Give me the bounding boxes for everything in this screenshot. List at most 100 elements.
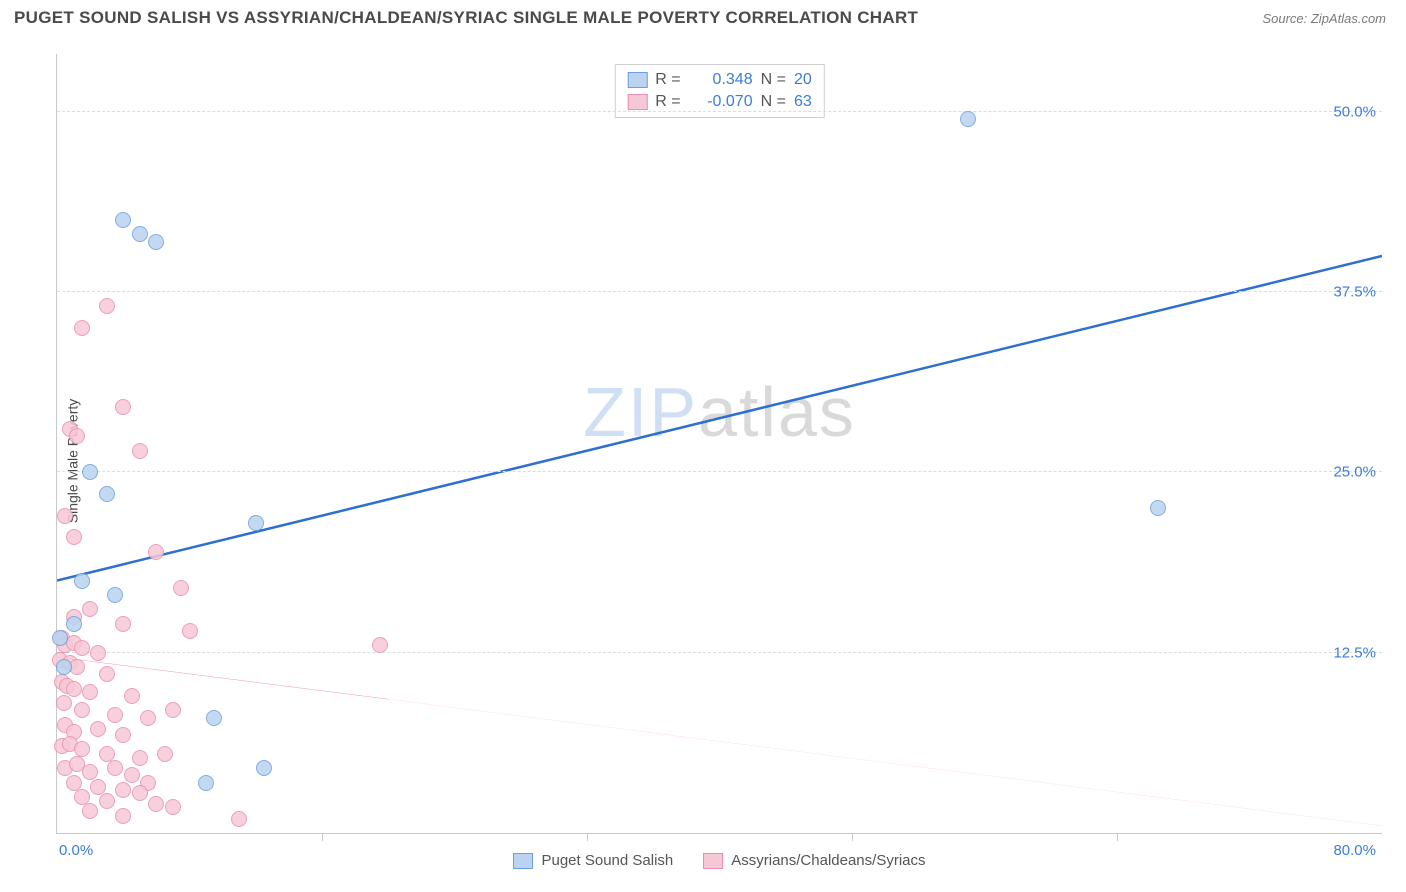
- gridline: [57, 111, 1382, 112]
- watermark: ZIPatlas: [583, 372, 856, 452]
- scatter-point: [165, 702, 181, 718]
- gridline: [57, 291, 1382, 292]
- scatter-point: [99, 666, 115, 682]
- scatter-point: [115, 212, 131, 228]
- x-tick: [852, 833, 853, 841]
- scatter-point: [52, 630, 68, 646]
- scatter-point: [66, 775, 82, 791]
- scatter-point: [132, 750, 148, 766]
- legend-item-b: Assyrians/Chaldeans/Syriacs: [703, 852, 925, 869]
- x-tick: [322, 833, 323, 841]
- r-value-b: -0.070: [689, 93, 753, 111]
- r-label: R =: [655, 71, 680, 89]
- scatter-point: [115, 727, 131, 743]
- regression-lines: [57, 54, 1382, 833]
- scatter-point: [165, 799, 181, 815]
- r-label: R =: [655, 93, 680, 111]
- legend-row-b: R = -0.070 N = 63: [627, 91, 811, 113]
- scatter-point: [74, 702, 90, 718]
- x-tick-label: 0.0%: [59, 842, 93, 859]
- x-tick: [1117, 833, 1118, 841]
- scatter-point: [82, 803, 98, 819]
- scatter-point: [173, 580, 189, 596]
- scatter-point: [99, 486, 115, 502]
- x-tick: [587, 833, 588, 841]
- scatter-point: [56, 695, 72, 711]
- y-tick-label: 37.5%: [1333, 284, 1376, 301]
- scatter-point: [256, 760, 272, 776]
- scatter-point: [115, 616, 131, 632]
- scatter-point: [115, 399, 131, 415]
- swatch-series-a: [513, 853, 533, 869]
- scatter-point: [74, 789, 90, 805]
- scatter-point: [157, 746, 173, 762]
- scatter-point: [57, 508, 73, 524]
- scatter-point: [206, 710, 222, 726]
- source-label: Source: ZipAtlas.com: [1262, 11, 1386, 26]
- scatter-point: [99, 793, 115, 809]
- scatter-point: [82, 764, 98, 780]
- scatter-point: [148, 796, 164, 812]
- chart-container: Single Male Poverty ZIPatlas R = 0.348 N…: [14, 44, 1392, 878]
- scatter-point: [132, 226, 148, 242]
- plot-area: ZIPatlas R = 0.348 N = 20 R = -0.070 N =…: [56, 54, 1382, 834]
- scatter-point: [132, 785, 148, 801]
- swatch-series-a: [627, 72, 647, 88]
- scatter-point: [107, 707, 123, 723]
- n-label: N =: [761, 93, 786, 111]
- x-tick-label: 80.0%: [1333, 842, 1376, 859]
- scatter-point: [82, 601, 98, 617]
- scatter-point: [66, 529, 82, 545]
- swatch-series-b: [627, 94, 647, 110]
- scatter-point: [140, 710, 156, 726]
- scatter-point: [56, 659, 72, 675]
- series-a-name: Puget Sound Salish: [541, 852, 673, 869]
- scatter-point: [82, 684, 98, 700]
- scatter-point: [74, 640, 90, 656]
- scatter-point: [124, 688, 140, 704]
- scatter-point: [107, 760, 123, 776]
- scatter-point: [182, 623, 198, 639]
- r-value-a: 0.348: [689, 71, 753, 89]
- y-tick-label: 50.0%: [1333, 103, 1376, 120]
- scatter-point: [148, 544, 164, 560]
- scatter-point: [124, 767, 140, 783]
- y-tick-label: 12.5%: [1333, 644, 1376, 661]
- chart-title: PUGET SOUND SALISH VS ASSYRIAN/CHALDEAN/…: [14, 8, 918, 28]
- n-value-b: 63: [794, 93, 812, 111]
- gridline: [57, 471, 1382, 472]
- scatter-point: [960, 111, 976, 127]
- scatter-point: [90, 721, 106, 737]
- scatter-point: [69, 428, 85, 444]
- series-legend: Puget Sound Salish Assyrians/Chaldeans/S…: [57, 852, 1382, 869]
- scatter-point: [90, 779, 106, 795]
- scatter-point: [198, 775, 214, 791]
- scatter-point: [115, 782, 131, 798]
- watermark-atlas: atlas: [698, 373, 856, 451]
- scatter-point: [90, 645, 106, 661]
- scatter-point: [82, 464, 98, 480]
- scatter-point: [107, 587, 123, 603]
- scatter-point: [99, 746, 115, 762]
- scatter-point: [99, 298, 115, 314]
- n-label: N =: [761, 71, 786, 89]
- scatter-point: [74, 320, 90, 336]
- scatter-point: [132, 443, 148, 459]
- gridline: [57, 652, 1382, 653]
- legend-row-a: R = 0.348 N = 20: [627, 69, 811, 91]
- series-b-name: Assyrians/Chaldeans/Syriacs: [731, 852, 925, 869]
- n-value-a: 20: [794, 71, 812, 89]
- scatter-point: [248, 515, 264, 531]
- scatter-point: [1150, 500, 1166, 516]
- y-tick-label: 25.0%: [1333, 464, 1376, 481]
- scatter-point: [231, 811, 247, 827]
- scatter-point: [148, 234, 164, 250]
- scatter-point: [74, 573, 90, 589]
- scatter-point: [372, 637, 388, 653]
- scatter-point: [66, 616, 82, 632]
- legend-item-a: Puget Sound Salish: [513, 852, 673, 869]
- swatch-series-b: [703, 853, 723, 869]
- scatter-point: [66, 681, 82, 697]
- watermark-zip: ZIP: [583, 373, 698, 451]
- scatter-point: [115, 808, 131, 824]
